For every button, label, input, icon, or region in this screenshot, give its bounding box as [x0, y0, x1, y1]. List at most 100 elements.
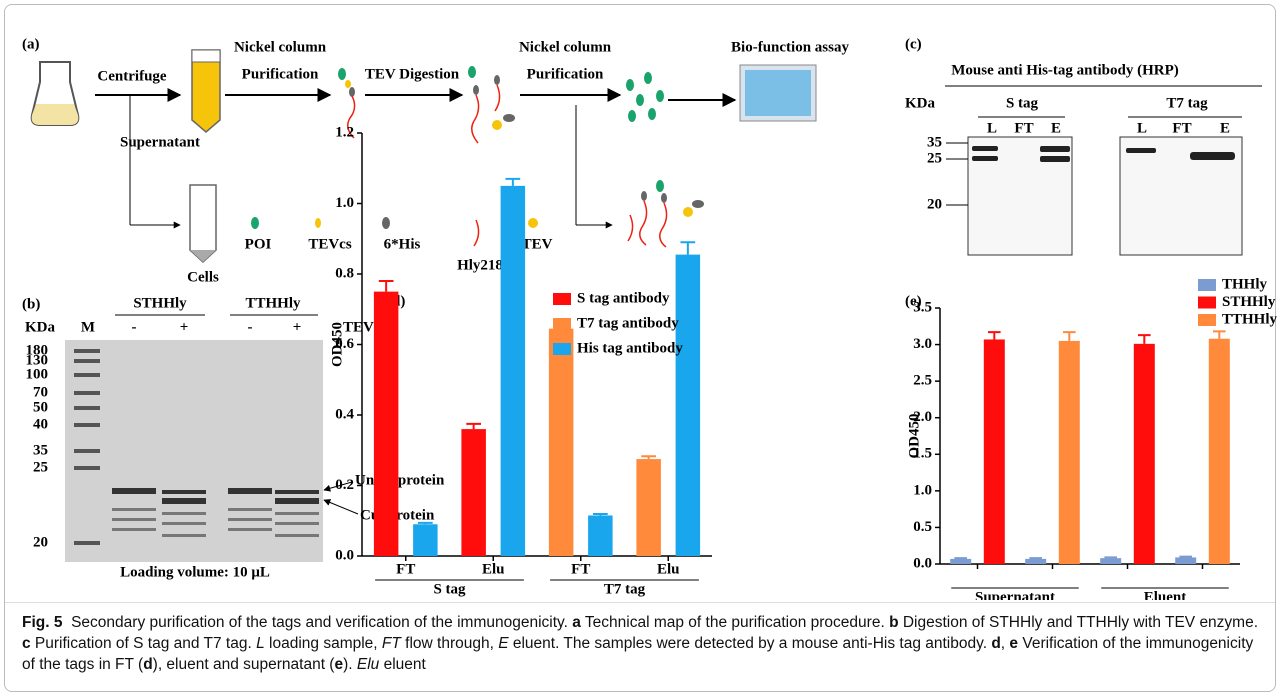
arrow: [323, 499, 359, 515]
legend-label: TTHHly: [1222, 311, 1278, 327]
caption-text: flow through,: [400, 635, 499, 652]
error-bar: [954, 557, 967, 560]
lane-label: M: [81, 319, 95, 335]
error-bar: [988, 331, 1001, 340]
step-label: Centrifuge: [97, 68, 166, 84]
caption-text: e: [334, 656, 344, 673]
molecule: [468, 66, 476, 78]
molecule: [494, 84, 501, 112]
plate-wells: [745, 70, 811, 116]
step-label: Purification: [527, 66, 604, 82]
caption-text: c: [22, 635, 31, 652]
legend-label: TEVcs: [308, 236, 352, 252]
legend-swatch: [553, 343, 571, 355]
molecule: [345, 80, 351, 88]
x-tick-label: FT: [396, 561, 415, 577]
marker-label: 35: [927, 134, 942, 150]
caption-text: Secondary purification of the tags and v…: [62, 614, 573, 631]
molecule: [494, 75, 500, 85]
cell-pellet: [190, 250, 216, 262]
caption-text: eluent. The samples were detected by a m…: [508, 635, 992, 652]
molecule: [347, 95, 356, 139]
caption-text: Verification of the immunogenicity of th…: [22, 635, 1258, 673]
legend-icon: [251, 217, 259, 229]
bar: [588, 515, 613, 556]
y-tick-label: 0.8: [335, 265, 354, 281]
legend-label: STHHly: [1222, 294, 1276, 310]
group-label: T7 tag: [1166, 95, 1208, 111]
group-label: STHHly: [133, 295, 187, 311]
marker-label: 35: [33, 442, 48, 458]
y-tick-label: 1.5: [913, 446, 932, 462]
tube-cap: [191, 49, 221, 63]
legend-label: S tag antibody: [577, 290, 670, 306]
figure: (a) Centrifuge Supernatant Nickel column…: [22, 36, 1278, 600]
caption-text: Purification of S tag and T7 tag.: [30, 635, 257, 652]
panel-label: (c): [905, 36, 922, 52]
x-tick-label: Elu: [657, 561, 680, 577]
y-tick-label: 2.0: [913, 409, 932, 425]
bar: [461, 429, 486, 556]
gel: [65, 340, 323, 562]
bar: [413, 524, 438, 556]
y-axis-title: OD450: [906, 414, 922, 459]
bar: [548, 328, 574, 556]
molecule: [338, 68, 346, 80]
step-label: Nickel column: [234, 39, 327, 55]
panel-b: (b) STHHly TTHHly KDa M - + - + TEV 180 …: [22, 295, 445, 580]
caption-text: ), eluent and supernatant (: [152, 656, 335, 673]
x-tick-label: Elu: [482, 561, 505, 577]
marker-label: 20: [33, 534, 48, 550]
molecule: [471, 94, 480, 144]
lane-label: FT: [1172, 120, 1191, 136]
x-tick-label: FT: [571, 561, 590, 577]
bar: [1058, 340, 1080, 564]
poi-cluster: [626, 72, 664, 122]
caption-divider: [5, 602, 1275, 603]
legend-swatch: [1198, 279, 1216, 291]
bar: [373, 291, 399, 556]
step-label: Bio-function assay: [731, 39, 849, 55]
marker-label: 180: [26, 342, 49, 358]
legend-label: His tag antibody: [577, 340, 683, 356]
legend-label: POI: [245, 236, 272, 252]
figure-frame: [4, 4, 1276, 692]
error-bar: [466, 422, 481, 430]
caption-text: L: [256, 635, 265, 652]
legend-icon: [528, 218, 538, 228]
bar: [675, 254, 701, 557]
marker-labels: 180 130 100 70 50 40 35 25 20: [26, 342, 49, 550]
lane-label: +: [293, 319, 302, 335]
panel-c: (c) Mouse anti His-tag antibody (HRP) KD…: [905, 36, 1262, 256]
lane-label: +: [180, 319, 189, 335]
marker-label: 50: [33, 399, 48, 415]
error-bar: [1063, 331, 1076, 341]
bar: [636, 459, 661, 556]
marker-label: 70: [33, 384, 48, 400]
bar: [1133, 343, 1155, 564]
error-bar: [378, 280, 394, 292]
lane-label: TEV: [343, 319, 374, 335]
caption-text: ).: [343, 656, 357, 673]
y-tick-label: 0.0: [335, 547, 354, 563]
y-tick-label: 1.0: [913, 482, 932, 498]
legend-swatch: [553, 293, 571, 305]
error-bar: [1213, 330, 1226, 339]
caption-text: d: [143, 656, 153, 673]
y-tick-label: 0.5: [913, 519, 932, 535]
blot-title: Mouse anti His-tag antibody (HRP): [951, 62, 1179, 78]
group-label: S tag: [1006, 95, 1039, 111]
gel-bands: [112, 488, 319, 504]
group-label: Eluent: [1144, 589, 1187, 600]
error-bar: [680, 241, 696, 255]
lane-label: L: [1137, 120, 1147, 136]
step-label: Purification: [242, 66, 319, 82]
group-label: TTHHly: [245, 295, 301, 311]
bar: [1175, 557, 1197, 564]
caption: Fig. 5 Secondary purification of the tag…: [22, 612, 1262, 675]
blot-bands: [972, 146, 1235, 162]
legend-label: 6*His: [384, 236, 421, 252]
bar: [500, 185, 526, 556]
ladder-bands: [74, 349, 100, 545]
